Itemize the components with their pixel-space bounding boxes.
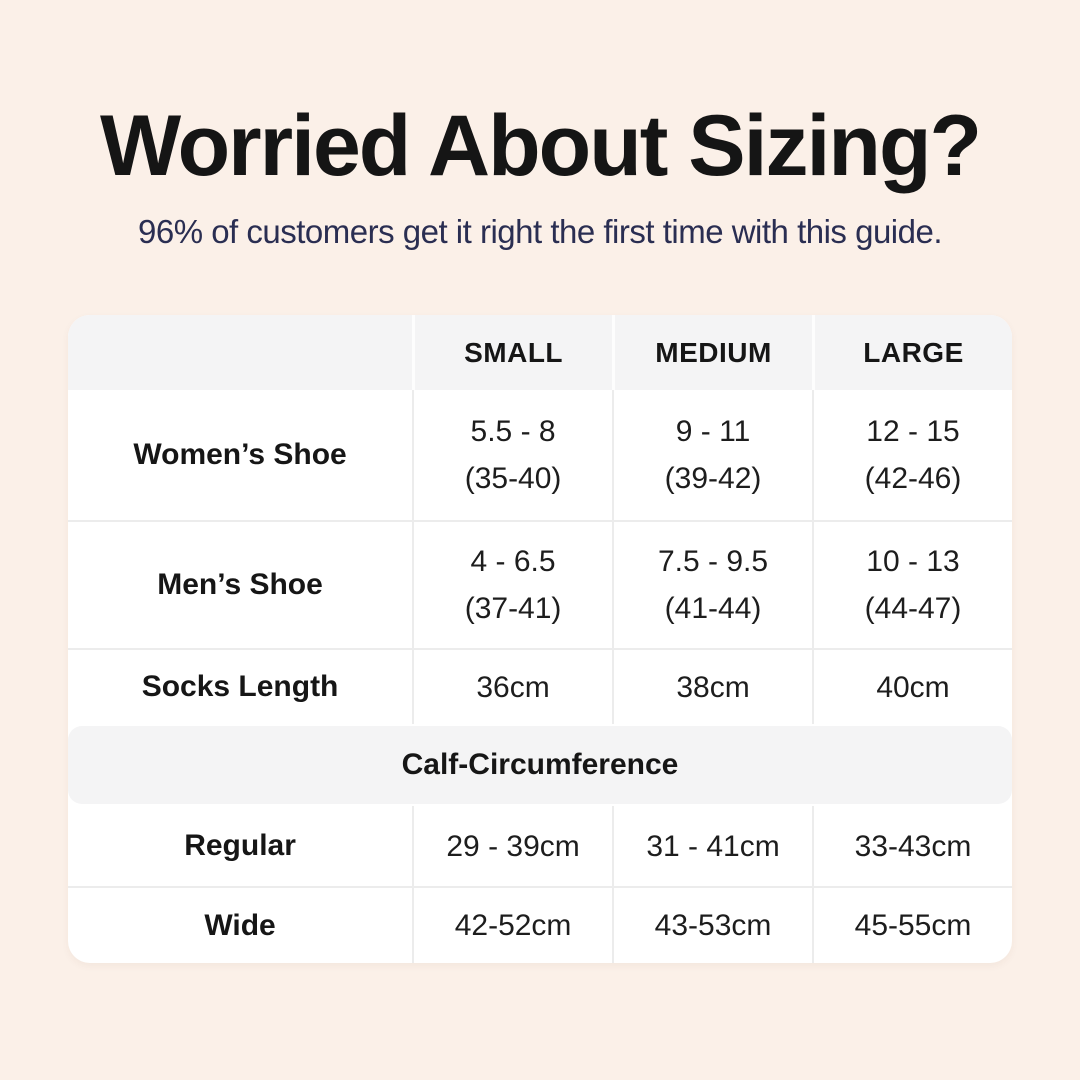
row-label-cell: Men’s Shoe <box>68 522 412 648</box>
cell-mens-large: 10 - 13 (44-47) <box>812 522 1012 648</box>
cell-value-eu: (37-41) <box>464 592 562 625</box>
header-cell-blank <box>68 315 412 390</box>
cell-regular-large: 33-43cm <box>812 806 1012 886</box>
cell-regular-small: 29 - 39cm <box>412 806 612 886</box>
row-label-cell: Socks Length <box>68 650 412 724</box>
cell-womens-large: 12 - 15 (42-46) <box>812 390 1012 520</box>
cell-value: 5.5 - 8 <box>470 415 556 448</box>
cell-wide-small: 42-52cm <box>412 888 612 963</box>
header-cell-large: LARGE <box>812 315 1012 390</box>
column-header-medium: MEDIUM <box>655 336 772 368</box>
cell-value: 43-53cm <box>654 909 772 942</box>
column-header-large: LARGE <box>863 336 964 368</box>
cell-value-eu: (41-44) <box>664 592 762 625</box>
cell-value: 29 - 39cm <box>446 829 580 863</box>
cell-socks-small: 36cm <box>412 650 612 724</box>
calf-circumference-title: Calf-Circumference <box>401 748 679 781</box>
table-row-regular: Regular 29 - 39cm 31 - 41cm 33-43cm <box>68 806 1012 886</box>
cell-womens-small: 5.5 - 8 (35-40) <box>412 390 612 520</box>
cell-socks-medium: 38cm <box>612 650 812 724</box>
cell-mens-medium: 7.5 - 9.5 (41-44) <box>612 522 812 648</box>
row-label-cell: Women’s Shoe <box>68 390 412 520</box>
cell-value: 36cm <box>476 670 550 704</box>
page-subtitle: 96% of customers get it right the first … <box>137 213 943 250</box>
cell-value: 9 - 11 <box>675 415 751 448</box>
cell-value: 45-55cm <box>854 909 972 942</box>
cell-value: 40cm <box>876 670 950 704</box>
cell-socks-large: 40cm <box>812 650 1012 724</box>
cell-value: 12 - 15 <box>866 415 960 448</box>
cell-value: 38cm <box>676 670 750 704</box>
table-row-wide: Wide 42-52cm 43-53cm 45-55cm <box>68 886 1012 963</box>
cell-mens-small: 4 - 6.5 (37-41) <box>412 522 612 648</box>
row-label-socks-length: Socks Length <box>141 670 339 703</box>
table-row-socks-length: Socks Length 36cm 38cm 40cm <box>68 648 1012 724</box>
header-cell-medium: MEDIUM <box>612 315 812 390</box>
size-table: SMALL MEDIUM LARGE Women’s Shoe 5.5 - 8 … <box>68 315 1012 963</box>
row-label-womens-shoe: Women’s Shoe <box>133 438 347 471</box>
cell-value: 31 - 41cm <box>646 829 780 863</box>
row-label-mens-shoe: Men’s Shoe <box>157 568 323 601</box>
row-label-cell: Regular <box>68 806 412 886</box>
cell-value: 4 - 6.5 <box>470 545 556 578</box>
cell-value: 42-52cm <box>454 909 572 942</box>
row-label-cell: Wide <box>68 888 412 963</box>
calf-circumference-band: Calf-Circumference <box>68 726 1012 804</box>
cell-value: 10 - 13 <box>866 545 960 578</box>
cell-wide-large: 45-55cm <box>812 888 1012 963</box>
cell-value-eu: (44-47) <box>864 592 962 625</box>
page-title: Worried About Sizing? <box>99 98 982 194</box>
cell-wide-medium: 43-53cm <box>612 888 812 963</box>
row-label-regular: Regular <box>184 829 296 862</box>
cell-womens-medium: 9 - 11 (39-42) <box>612 390 812 520</box>
table-row-womens-shoe: Women’s Shoe 5.5 - 8 (35-40) 9 - 11 (39-… <box>68 390 1012 520</box>
row-label-wide: Wide <box>204 908 276 942</box>
cell-value: 7.5 - 9.5 <box>657 545 769 578</box>
header-cell-small: SMALL <box>412 315 612 390</box>
table-header-row: SMALL MEDIUM LARGE <box>68 315 1012 390</box>
cell-value-eu: (42-46) <box>864 462 962 495</box>
section-row-calf-circumference: Calf-Circumference <box>68 724 1012 806</box>
column-header-small: SMALL <box>464 336 564 368</box>
cell-value: 33-43cm <box>854 829 972 863</box>
cell-value-eu: (39-42) <box>664 462 762 495</box>
table-row-mens-shoe: Men’s Shoe 4 - 6.5 (37-41) 7.5 - 9.5 (41… <box>68 520 1012 648</box>
cell-value-eu: (35-40) <box>464 462 562 495</box>
cell-regular-medium: 31 - 41cm <box>612 806 812 886</box>
